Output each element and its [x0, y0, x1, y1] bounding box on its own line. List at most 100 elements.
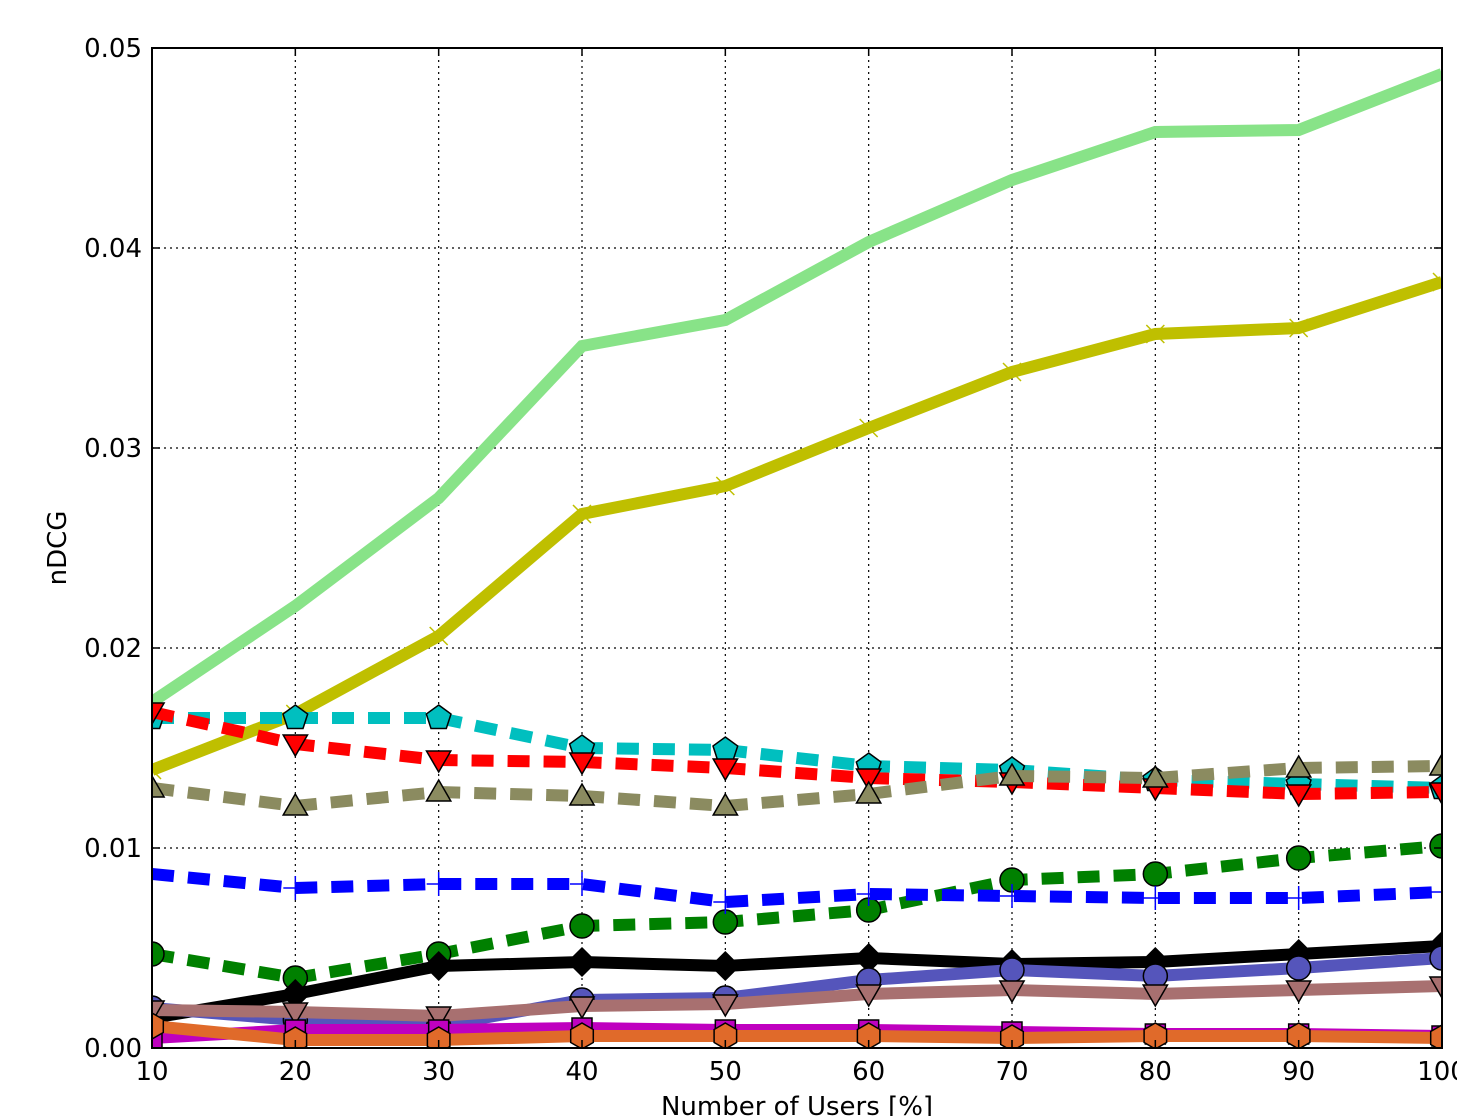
data-point-marker: [572, 504, 592, 524]
series-line: [152, 840, 1442, 985]
series-12: [152, 1012, 1442, 1048]
data-point-marker: [1143, 1022, 1168, 1048]
data-point-marker: [710, 950, 741, 982]
data-point-marker: [568, 996, 596, 1020]
data-point-marker: [1286, 1022, 1311, 1048]
x-tick-label: 100: [1417, 1057, 1457, 1087]
series-line: [152, 706, 1442, 801]
data-point-marker: [429, 626, 449, 646]
data-point-marker: [1000, 884, 1024, 908]
data-point-marker: [1428, 752, 1442, 776]
series-line: [152, 68, 1442, 707]
y-tick-label: 0.03: [84, 434, 142, 464]
y-tick-label: 0.02: [84, 634, 142, 664]
data-point-marker: [998, 762, 1026, 786]
data-point-marker: [283, 1026, 308, 1048]
data-point-marker: [1285, 980, 1313, 1004]
data-point-marker: [426, 872, 451, 896]
data-point-marker: [425, 704, 452, 730]
data-point-marker: [1432, 272, 1442, 292]
data-point-marker: [711, 758, 739, 782]
data-point-marker: [426, 1026, 451, 1048]
data-point-marker: [999, 1024, 1025, 1048]
axis-ticks: 10 20 30 40 50 60 70 80 90 100 0.00 0.01 0.02 0.03 0.0…: [84, 34, 1457, 1087]
data-point-marker: [569, 913, 595, 939]
data-point-marker: [568, 782, 596, 806]
x-tick-label: 80: [1139, 1057, 1172, 1087]
series-1: [152, 68, 1442, 707]
series-line: [152, 940, 1442, 1024]
data-point-marker: [711, 994, 739, 1018]
x-tick-label: 60: [852, 1057, 885, 1087]
y-tick-label: 0.01: [84, 834, 142, 864]
data-point-marker: [856, 882, 881, 906]
series-line: [152, 1020, 1442, 1046]
data-point-marker: [855, 984, 883, 1008]
data-point-marker: [713, 890, 738, 914]
y-tick-label: 0.04: [84, 234, 142, 264]
data-point-marker: [1429, 833, 1442, 859]
data-point-marker: [1429, 1024, 1442, 1048]
y-tick-label: 0.05: [84, 34, 142, 64]
data-point-marker: [999, 957, 1025, 983]
data-point-marker: [1285, 845, 1312, 871]
data-point-marker: [712, 736, 739, 762]
plot-frame: [151, 47, 1443, 1049]
series-line: [152, 980, 1442, 1023]
data-point-marker: [1428, 976, 1442, 1000]
data-point-marker: [425, 750, 453, 774]
data-point-marker: [855, 768, 883, 792]
data-point-marker: [859, 418, 879, 438]
data-point-marker: [568, 752, 596, 776]
data-point-marker: [152, 1027, 163, 1048]
series-line: [152, 712, 1442, 794]
x-tick-label: 40: [565, 1057, 598, 1087]
data-point-marker: [281, 1002, 309, 1026]
data-point-marker: [425, 1006, 453, 1030]
data-point-marker: [569, 1022, 595, 1048]
data-point-marker: [281, 792, 309, 816]
series-10: [152, 976, 1442, 1030]
data-point-marker: [1289, 318, 1309, 338]
data-point-marker: [998, 980, 1026, 1004]
data-point-marker: [423, 950, 454, 982]
y-axis-label: nDCG: [43, 511, 73, 586]
data-point-marker: [1285, 784, 1313, 808]
series-2: [152, 272, 1442, 780]
data-point-marker: [715, 476, 735, 496]
series-line: [152, 952, 1442, 1033]
series-7: [152, 862, 1442, 914]
data-point-marker: [856, 1022, 881, 1048]
data-point-marker: [1141, 984, 1169, 1008]
data-point-marker: [1145, 324, 1165, 344]
data-point-marker: [282, 704, 309, 730]
grid-lines: [152, 48, 1442, 1048]
data-point-marker: [855, 780, 883, 804]
y-tick-label: 0.00: [84, 1034, 142, 1064]
data-point-marker: [152, 760, 162, 780]
data-point-marker: [570, 872, 594, 896]
data-point-marker: [1428, 782, 1442, 806]
x-tick-label: 90: [1282, 1057, 1315, 1087]
data-point-marker: [711, 792, 739, 816]
x-tick-label: 70: [995, 1057, 1028, 1087]
data-point-marker: [1429, 945, 1442, 971]
data-point-marker: [1002, 362, 1022, 382]
series-layer: [152, 68, 1442, 1048]
series-5: [152, 752, 1442, 816]
data-point-marker: [152, 702, 166, 726]
series-line: [152, 760, 1442, 813]
x-tick-label: 50: [709, 1057, 742, 1087]
data-point-marker: [152, 862, 164, 886]
data-point-marker: [566, 946, 598, 978]
data-point-marker: [1286, 886, 1311, 910]
data-point-marker: [283, 876, 308, 900]
data-point-marker: [152, 774, 166, 798]
data-point-marker: [152, 1012, 165, 1040]
x-tick-label: 20: [279, 1057, 312, 1087]
data-point-marker: [1285, 754, 1313, 778]
data-point-marker: [1285, 955, 1312, 981]
x-tick-label: 30: [422, 1057, 455, 1087]
data-point-marker: [425, 778, 453, 802]
